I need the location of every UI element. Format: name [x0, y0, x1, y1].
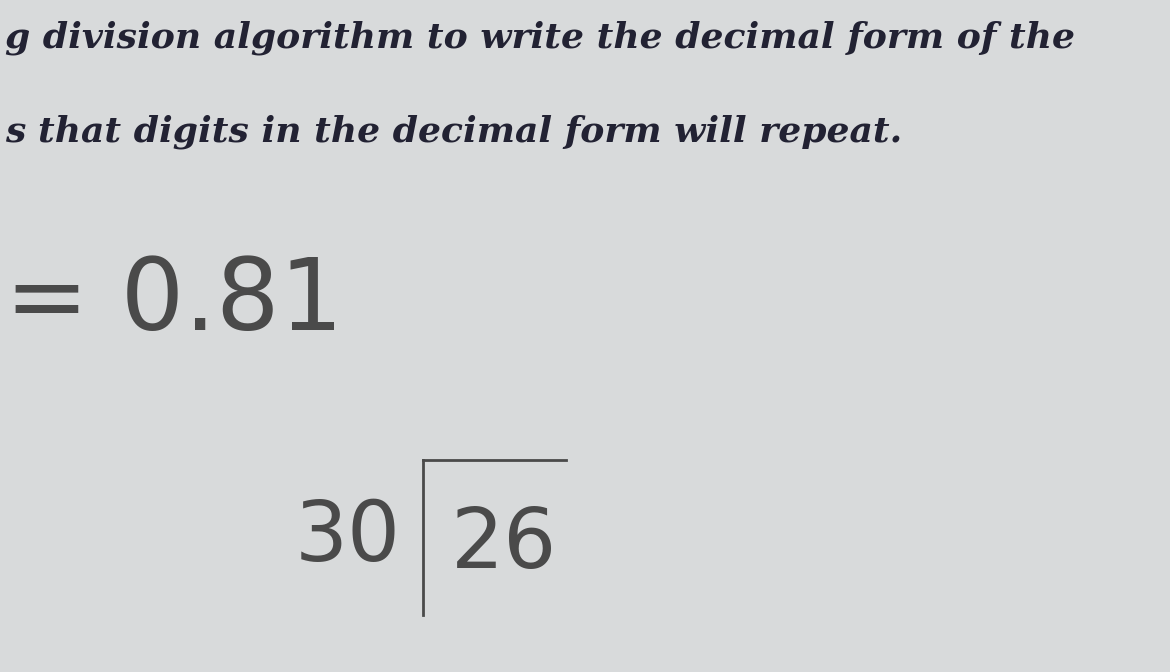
Text: s that digits in the decimal form will repeat.: s that digits in the decimal form will r… [5, 114, 902, 149]
Text: = 0.81: = 0.81 [5, 254, 343, 351]
Text: g division algorithm to write the decimal form of the: g division algorithm to write the decima… [5, 20, 1075, 54]
Text: 30: 30 [295, 497, 401, 578]
Text: 26: 26 [450, 504, 557, 585]
